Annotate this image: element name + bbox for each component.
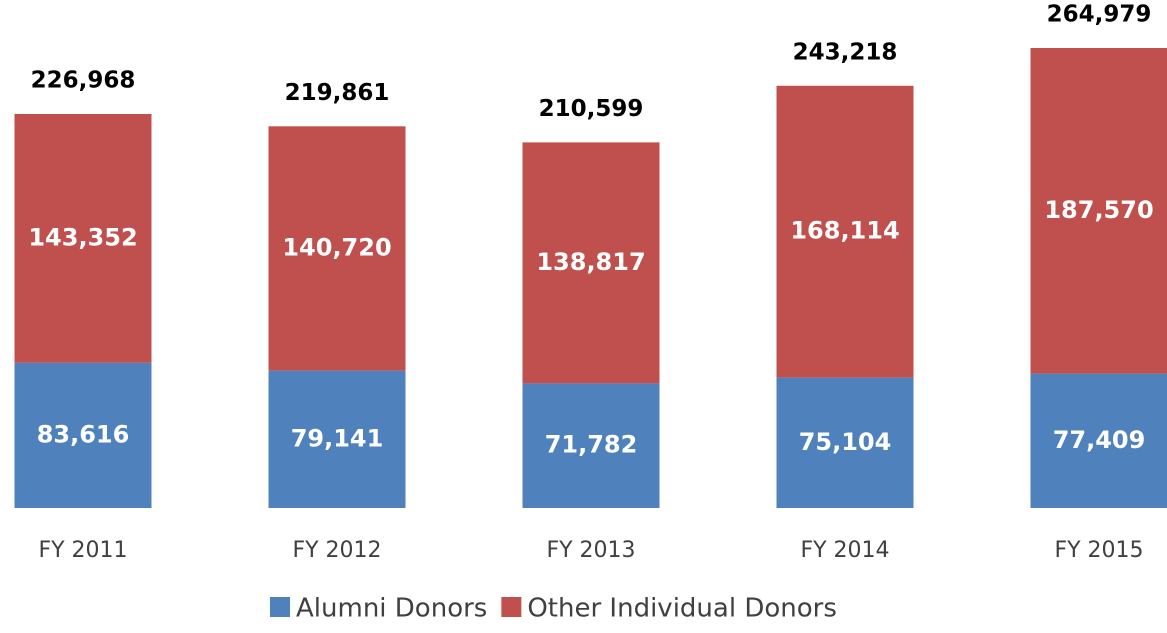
- segment-label: 140,720: [282, 233, 391, 261]
- x-tick-label: FY 2013: [546, 538, 635, 563]
- total-label: 219,861: [285, 80, 390, 106]
- segment-label: 187,570: [1044, 196, 1153, 224]
- total-label: 226,968: [31, 67, 136, 93]
- bar-segment: [1030, 373, 1167, 508]
- segment-label: 83,616: [37, 420, 130, 448]
- legend-label: Alumni Donors: [296, 594, 487, 624]
- bar-segment: [776, 85, 914, 378]
- bar-segment: [776, 377, 914, 508]
- bar-segment: [522, 142, 660, 384]
- bar-segment: [268, 126, 406, 371]
- legend-swatch: [501, 597, 522, 617]
- bar-segment: [1030, 48, 1167, 374]
- x-tick-label: FY 2015: [1054, 538, 1143, 563]
- x-tick-label: FY 2014: [800, 538, 889, 563]
- segment-label: 77,409: [1053, 426, 1146, 454]
- segment-label: 168,114: [790, 217, 899, 245]
- segment-label: 138,817: [536, 248, 645, 276]
- total-label: 210,599: [539, 96, 644, 122]
- bar-segment: [522, 383, 660, 508]
- total-label: 264,979: [1047, 2, 1152, 28]
- total-label: 243,218: [793, 39, 898, 65]
- x-tick-label: FY 2012: [292, 538, 381, 563]
- legend-swatch: [270, 597, 290, 617]
- bar-segment: [14, 362, 152, 508]
- segment-label: 79,141: [291, 424, 384, 452]
- segment-label: 75,104: [799, 428, 892, 456]
- segment-label: 71,782: [545, 431, 638, 459]
- bar-segment: [14, 113, 152, 363]
- legend-label: Other Individual Donors: [527, 594, 837, 624]
- bar-segment: [268, 370, 406, 508]
- segment-label: 143,352: [28, 223, 137, 251]
- x-tick-label: FY 2011: [38, 538, 127, 563]
